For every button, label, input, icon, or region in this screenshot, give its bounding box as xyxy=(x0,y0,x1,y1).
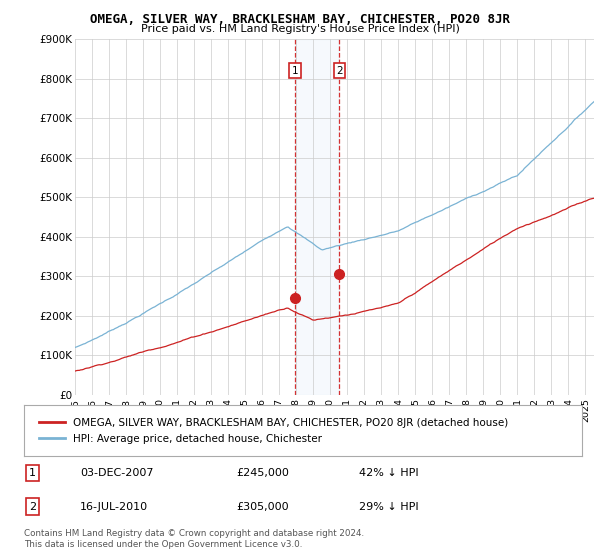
Text: OMEGA, SILVER WAY, BRACKLESHAM BAY, CHICHESTER, PO20 8JR: OMEGA, SILVER WAY, BRACKLESHAM BAY, CHIC… xyxy=(90,13,510,26)
Text: 1: 1 xyxy=(292,66,298,76)
Text: 42% ↓ HPI: 42% ↓ HPI xyxy=(359,468,418,478)
Text: 1: 1 xyxy=(29,468,36,478)
Text: 2: 2 xyxy=(336,66,343,76)
Text: 03-DEC-2007: 03-DEC-2007 xyxy=(80,468,154,478)
Text: Price paid vs. HM Land Registry's House Price Index (HPI): Price paid vs. HM Land Registry's House … xyxy=(140,24,460,34)
Text: 2: 2 xyxy=(29,502,36,511)
Text: 16-JUL-2010: 16-JUL-2010 xyxy=(80,502,148,511)
Text: 29% ↓ HPI: 29% ↓ HPI xyxy=(359,502,418,511)
Text: Contains HM Land Registry data © Crown copyright and database right 2024.
This d: Contains HM Land Registry data © Crown c… xyxy=(24,529,364,549)
Bar xyxy=(295,39,340,395)
Text: £305,000: £305,000 xyxy=(236,502,289,511)
Legend: OMEGA, SILVER WAY, BRACKLESHAM BAY, CHICHESTER, PO20 8JR (detached house), HPI: : OMEGA, SILVER WAY, BRACKLESHAM BAY, CHIC… xyxy=(35,414,513,447)
Text: £245,000: £245,000 xyxy=(236,468,289,478)
